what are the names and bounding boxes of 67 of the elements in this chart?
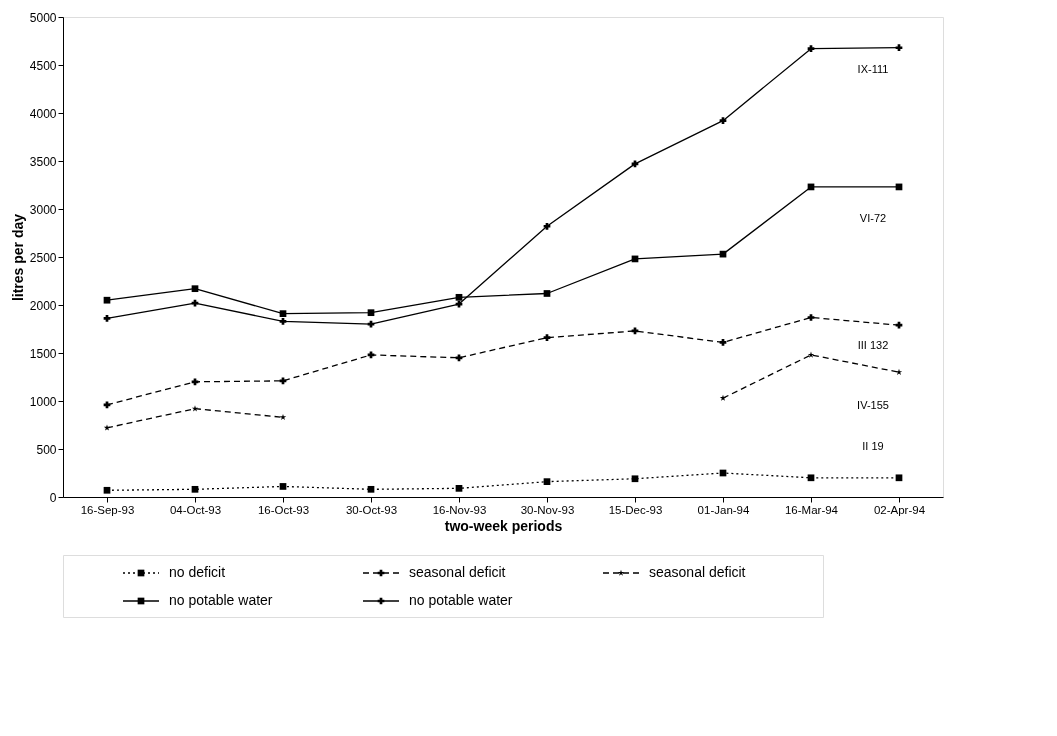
x-tick-label: 01-Jan-94 bbox=[697, 503, 750, 516]
point bbox=[719, 394, 727, 401]
point bbox=[103, 401, 111, 409]
annotation: VI-72 bbox=[859, 211, 887, 224]
point bbox=[807, 45, 815, 53]
legend-label: no deficit bbox=[169, 564, 226, 580]
point bbox=[103, 486, 111, 494]
point bbox=[543, 334, 551, 341]
point bbox=[543, 222, 551, 230]
y-axis-title: litres per day bbox=[9, 213, 26, 302]
point bbox=[895, 44, 903, 52]
x-tick-label: 16-Oct-93 bbox=[257, 503, 310, 516]
x-tick-label: 16-Nov-93 bbox=[432, 503, 487, 516]
y-tick-label: 2500 bbox=[29, 250, 57, 265]
point bbox=[543, 290, 551, 297]
y-tick-label: 1500 bbox=[29, 346, 57, 361]
point bbox=[103, 296, 111, 304]
point bbox=[543, 478, 551, 485]
point bbox=[367, 485, 375, 493]
y-tick-label: 3000 bbox=[29, 202, 57, 217]
point bbox=[719, 339, 727, 346]
point bbox=[807, 314, 815, 321]
y-tick-label: 5000 bbox=[29, 10, 57, 25]
legend-label: no potable water bbox=[409, 592, 513, 608]
point bbox=[455, 293, 463, 301]
y-tick-label: 4500 bbox=[29, 58, 57, 73]
y-tick-label: 500 bbox=[36, 442, 57, 457]
point bbox=[455, 485, 463, 492]
point bbox=[455, 354, 463, 362]
y-tick-label: 1000 bbox=[29, 394, 57, 409]
point bbox=[103, 424, 111, 431]
point bbox=[279, 377, 287, 385]
x-tick-label: 02-Apr-94 bbox=[873, 503, 926, 516]
y-tick-label: 2000 bbox=[29, 298, 57, 313]
point bbox=[631, 475, 639, 483]
point bbox=[367, 309, 375, 317]
legend-label: seasonal deficit bbox=[649, 564, 746, 580]
y-tick-label: 3500 bbox=[29, 154, 57, 169]
point bbox=[807, 474, 815, 482]
legend-label: seasonal deficit bbox=[409, 564, 506, 580]
point bbox=[367, 320, 375, 328]
point bbox=[191, 485, 199, 493]
point bbox=[719, 117, 727, 125]
x-tick-label: 16-Sep-93 bbox=[80, 503, 135, 516]
point bbox=[103, 315, 111, 322]
point bbox=[895, 474, 903, 482]
x-axis-title: two-week periods bbox=[444, 518, 563, 534]
x-tick-label: 30-Oct-93 bbox=[345, 503, 398, 516]
annotation: IV-155 bbox=[857, 398, 889, 411]
y-tick-label: 0 bbox=[49, 490, 57, 505]
x-tick-label: 04-Oct-93 bbox=[169, 503, 222, 516]
x-tick-label: 15-Dec-93 bbox=[608, 503, 663, 516]
x-tick-label: 30-Nov-93 bbox=[520, 503, 575, 516]
annotation: II 19 bbox=[862, 439, 884, 452]
point bbox=[191, 285, 199, 293]
point bbox=[191, 378, 199, 386]
point bbox=[807, 351, 815, 358]
point bbox=[279, 310, 287, 317]
point bbox=[279, 483, 287, 490]
y-tick-label: 4000 bbox=[29, 106, 57, 121]
legend-label: no potable water bbox=[169, 592, 273, 608]
annotation: IX-111 bbox=[857, 62, 889, 75]
x-tick-label: 16-Mar-94 bbox=[784, 503, 839, 516]
point bbox=[279, 317, 287, 325]
annotation: III 132 bbox=[857, 338, 889, 351]
point bbox=[895, 321, 903, 329]
point bbox=[279, 413, 287, 421]
